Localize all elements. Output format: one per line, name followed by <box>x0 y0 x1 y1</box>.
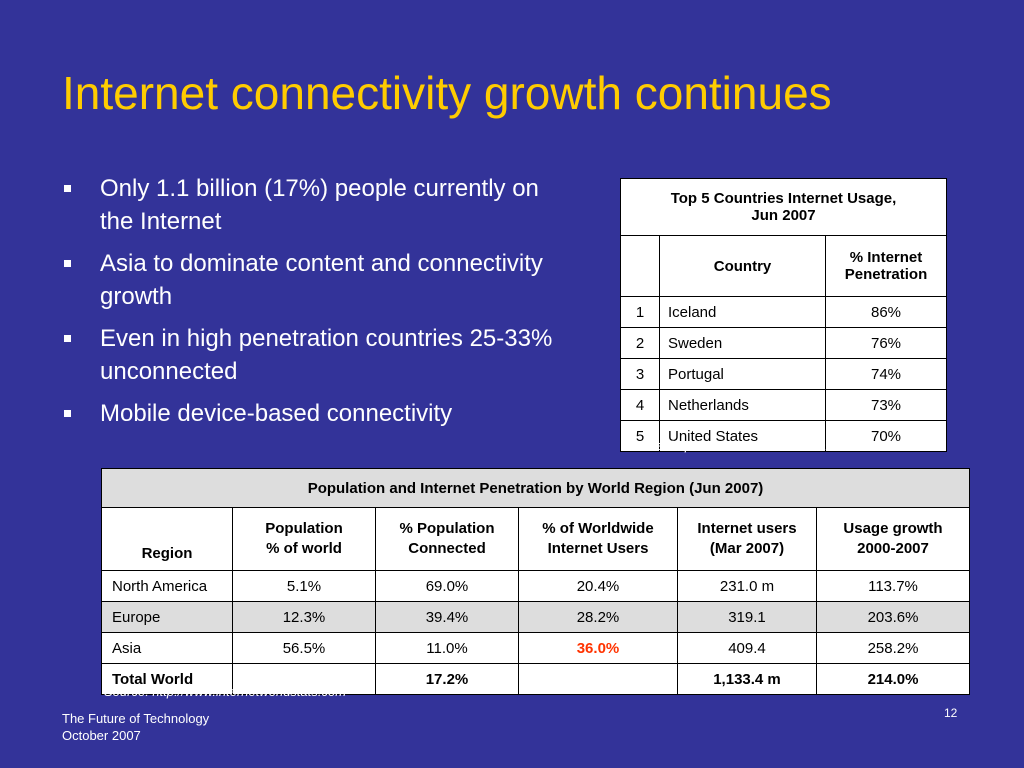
worldwide-cell-highlighted: 36.0% <box>518 632 678 664</box>
square-bullet-icon <box>64 335 71 342</box>
rank-cell: 5 <box>620 420 660 452</box>
square-bullet-icon <box>64 185 71 192</box>
page-number: 12 <box>944 706 958 720</box>
worldwide-cell <box>518 663 678 695</box>
region-table-title: Population and Internet Penetration by W… <box>101 468 970 508</box>
region-header: Region <box>101 507 233 571</box>
rank-cell: 3 <box>620 358 660 390</box>
top5-title-line1: Top 5 Countries Internet Usage, <box>670 190 897 207</box>
rank-header <box>620 235 660 297</box>
region-cell: North America <box>101 570 233 602</box>
growth-header-line2: 2000-2007 <box>857 540 929 557</box>
region-source-note: Source: http://www.internetworldstats.co… <box>104 684 347 699</box>
penetration-cell: 73% <box>825 389 947 421</box>
table-row: 3 Portugal 74% <box>620 358 947 390</box>
penetration-header-line1: % Internet <box>849 249 923 266</box>
top5-source-note: Source: http://www.internetworldstats.co… <box>622 438 865 453</box>
growth-cell: 203.6% <box>816 601 970 633</box>
connected-cell: 39.4% <box>375 601 519 633</box>
connected-header: % Population Connected <box>375 507 519 571</box>
users-cell: 319.1 <box>677 601 817 633</box>
connected-cell: 69.0% <box>375 570 519 602</box>
population-cell: 56.5% <box>232 632 376 664</box>
bullet-item: Only 1.1 billion (17%) people currently … <box>62 172 572 238</box>
country-cell: Portugal <box>659 358 826 390</box>
rank-cell: 2 <box>620 327 660 359</box>
users-cell: 1,133.4 m <box>677 663 817 695</box>
bullet-item: Mobile device-based connectivity <box>62 397 572 430</box>
table-row: 5 United States 70% <box>620 420 947 452</box>
population-header-line2: % of world <box>266 540 342 557</box>
square-bullet-icon <box>64 410 71 417</box>
rank-cell: 4 <box>620 389 660 421</box>
growth-cell: 258.2% <box>816 632 970 664</box>
penetration-header-line2: Penetration <box>844 266 928 283</box>
footer-title: The Future of Technology <box>62 711 210 726</box>
total-row: Total World 17.2% 1,133.4 m 214.0% <box>101 663 970 695</box>
region-table: Population and Internet Penetration by W… <box>101 468 970 695</box>
worldwide-header-line1: % of Worldwide <box>542 520 654 537</box>
slide-title: Internet connectivity growth continues <box>62 67 832 119</box>
worldwide-cell: 28.2% <box>518 601 678 633</box>
connected-header-line1: % Population <box>399 520 495 537</box>
users-cell: 231.0 m <box>677 570 817 602</box>
table-row: North America 5.1% 69.0% 20.4% 231.0 m 1… <box>101 570 970 602</box>
bullet-text: Mobile device-based connectivity <box>100 400 453 427</box>
bullet-text: Even in high penetration countries 25-33… <box>100 325 553 385</box>
table-row: 1 Iceland 86% <box>620 296 947 328</box>
country-header: Country <box>659 235 826 297</box>
growth-cell: 214.0% <box>816 663 970 695</box>
growth-cell: 113.7% <box>816 570 970 602</box>
bullet-item: Even in high penetration countries 25-33… <box>62 322 572 388</box>
worldwide-header-line2: Internet Users <box>547 540 649 557</box>
penetration-cell: 74% <box>825 358 947 390</box>
penetration-header: % Internet Penetration <box>825 235 947 297</box>
connected-cell: 17.2% <box>375 663 519 695</box>
connected-cell: 11.0% <box>375 632 519 664</box>
connected-header-line2: Connected <box>408 540 486 557</box>
table-row: Asia 56.5% 11.0% 36.0% 409.4 258.2% <box>101 632 970 664</box>
bullet-item: Asia to dominate content and connectivit… <box>62 247 572 313</box>
slide-footer: The Future of Technology October 2007 <box>62 710 209 744</box>
population-header-line1: Population <box>265 520 343 537</box>
worldwide-header: % of Worldwide Internet Users <box>518 507 678 571</box>
bullet-text: Asia to dominate content and connectivit… <box>100 250 543 310</box>
table-row: 2 Sweden 76% <box>620 327 947 359</box>
region-cell: Asia <box>101 632 233 664</box>
top5-table-title: Top 5 Countries Internet Usage, Jun 2007 <box>620 178 947 236</box>
users-cell: 409.4 <box>677 632 817 664</box>
users-header: Internet users (Mar 2007) <box>677 507 817 571</box>
bullet-list: Only 1.1 billion (17%) people currently … <box>62 172 572 439</box>
footer-date: October 2007 <box>62 728 141 743</box>
worldwide-cell: 20.4% <box>518 570 678 602</box>
population-header: Population % of world <box>232 507 376 571</box>
penetration-cell: 70% <box>825 420 947 452</box>
penetration-cell: 76% <box>825 327 947 359</box>
penetration-cell: 86% <box>825 296 947 328</box>
country-cell: Sweden <box>659 327 826 359</box>
growth-header-line1: Usage growth <box>843 520 943 537</box>
population-cell: 5.1% <box>232 570 376 602</box>
top5-title-line2: Jun 2007 <box>751 207 816 224</box>
growth-header: Usage growth 2000-2007 <box>816 507 970 571</box>
rank-cell: 1 <box>620 296 660 328</box>
table-row: Europe 12.3% 39.4% 28.2% 319.1 203.6% <box>101 601 970 633</box>
users-header-line2: (Mar 2007) <box>709 540 785 557</box>
country-cell: Iceland <box>659 296 826 328</box>
table-row: 4 Netherlands 73% <box>620 389 947 421</box>
users-header-line1: Internet users <box>697 520 797 537</box>
population-cell: 12.3% <box>232 601 376 633</box>
region-cell: Europe <box>101 601 233 633</box>
square-bullet-icon <box>64 260 71 267</box>
bullet-text: Only 1.1 billion (17%) people currently … <box>100 175 539 235</box>
region-cell: Total World <box>101 663 233 695</box>
population-cell <box>232 663 376 695</box>
country-cell: Netherlands <box>659 389 826 421</box>
top5-countries-table: Top 5 Countries Internet Usage, Jun 2007… <box>620 178 947 452</box>
